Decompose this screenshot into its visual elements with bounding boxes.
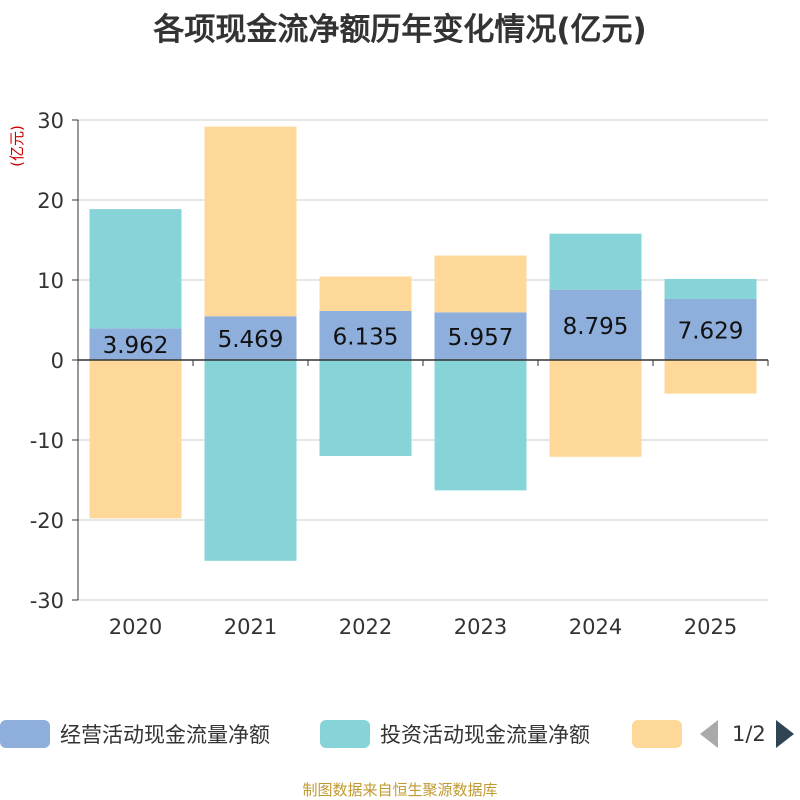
legend-item-investing[interactable]: 投资活动现金流量净额 — [320, 716, 590, 752]
bar-financing — [664, 360, 757, 394]
legend-item-operating[interactable]: 经营活动现金流量净额 — [0, 716, 270, 752]
y-tick-label: -30 — [30, 589, 64, 613]
bar-data-label: 6.135 — [333, 324, 399, 350]
legend-label-operating: 经营活动现金流量净额 — [60, 723, 270, 747]
legend-prev-arrow-icon[interactable] — [700, 720, 718, 748]
bar-operating — [319, 310, 412, 360]
legend-page-indicator: 1/2 — [732, 722, 766, 746]
x-tick-label: 2022 — [339, 615, 392, 639]
y-tick-label: 30 — [37, 109, 64, 133]
legend-swatch-investing — [320, 720, 370, 748]
y-tick-label: -20 — [30, 509, 64, 533]
bar-financing — [319, 276, 412, 311]
legend-next-arrow-icon[interactable] — [775, 720, 794, 748]
legend-pager: 1/2 — [700, 716, 794, 752]
x-tick-label: 2023 — [454, 615, 507, 639]
x-tick-label: 2020 — [109, 615, 162, 639]
bar-operating — [89, 328, 182, 360]
bar-data-label: 7.629 — [678, 318, 744, 344]
chart-plot: 30 20 10 0 -10 -20 -30 (亿元) 3.962 5.469 6.135 5.957… — [8, 109, 769, 639]
bar-financing — [204, 126, 297, 317]
bar-financing — [89, 360, 182, 519]
bar-data-label: 8.795 — [563, 314, 629, 340]
chart-legend: 经营活动现金流量净额 投资活动现金流量净额 1/2 — [0, 716, 800, 752]
chart-title: 各项现金流净额历年变化情况(亿元) — [153, 12, 647, 48]
y-tick-label: 20 — [37, 189, 64, 213]
x-tick-label: 2025 — [684, 615, 737, 639]
bar-investing — [89, 209, 182, 329]
x-tick-label: 2021 — [224, 615, 277, 639]
bar-operating — [434, 312, 527, 360]
y-tick-label: -10 — [30, 429, 64, 453]
legend-swatch-operating — [0, 720, 50, 748]
bar-investing — [319, 360, 412, 456]
y-tick-label: 10 — [37, 269, 64, 293]
bar-financing — [549, 360, 642, 457]
legend-swatch-financing — [632, 720, 682, 748]
legend-label-investing: 投资活动现金流量净额 — [380, 723, 590, 747]
legend-item-financing[interactable] — [632, 716, 682, 752]
bar-investing — [664, 278, 757, 299]
x-tick-label: 2024 — [569, 615, 622, 639]
bar-data-label: 3.962 — [103, 333, 169, 359]
bar-operating — [664, 298, 757, 360]
bar-investing — [549, 233, 642, 290]
y-tick-label: 0 — [51, 349, 64, 373]
bar-investing — [434, 360, 527, 491]
bar-data-label: 5.957 — [448, 325, 514, 351]
bar-operating — [549, 289, 642, 360]
bar-data-label: 5.469 — [218, 327, 284, 353]
bar-investing — [204, 360, 297, 561]
data-source-note: 制图数据来自恒生聚源数据库 — [302, 781, 498, 799]
y-axis-unit-label: (亿元) — [8, 125, 26, 167]
bar-financing — [434, 255, 527, 313]
bar-operating — [204, 316, 297, 360]
